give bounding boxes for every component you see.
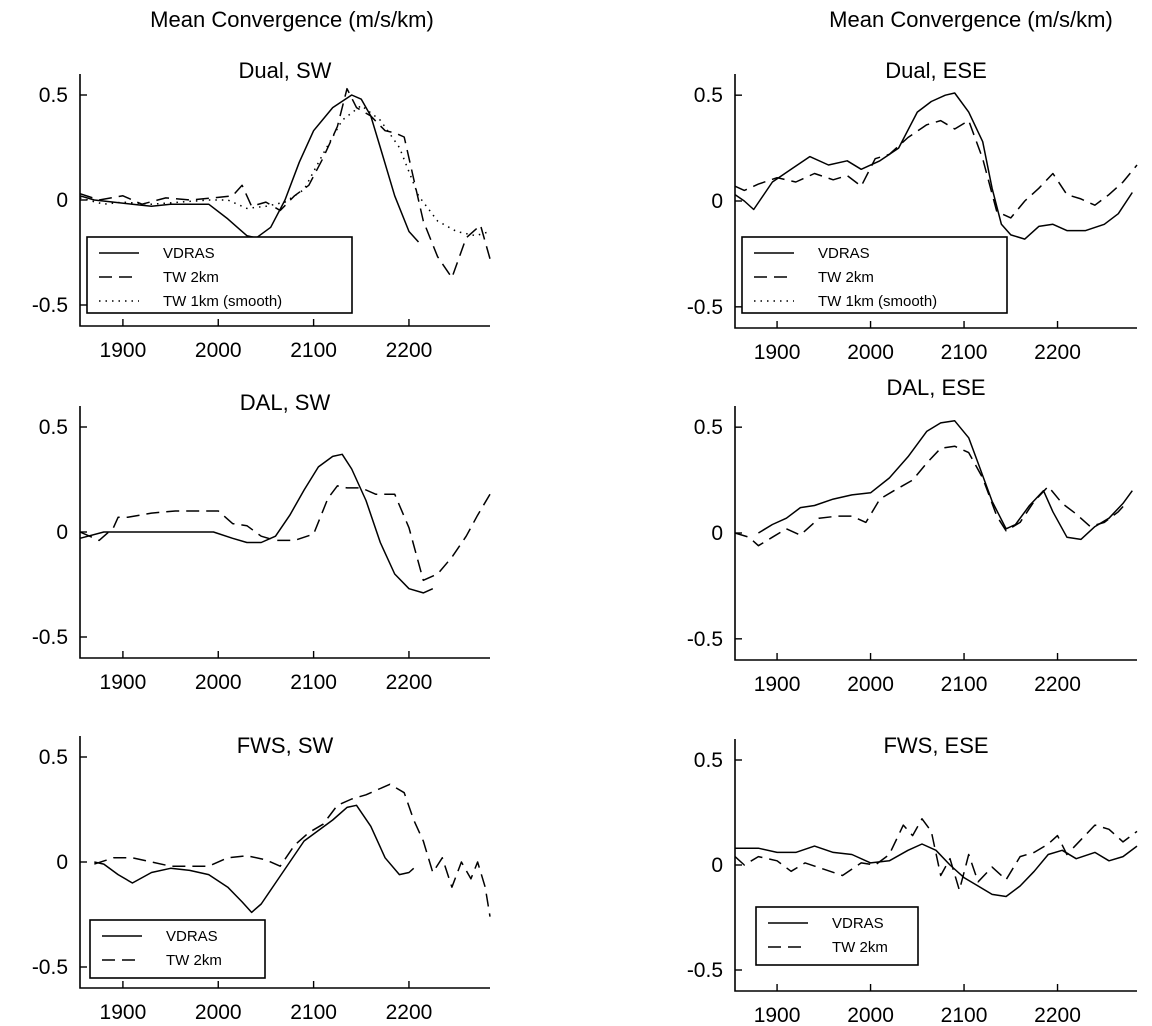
x-tick-label: 2200 bbox=[1034, 341, 1081, 364]
panel-title: Dual, ESE bbox=[885, 58, 987, 83]
legend: VDRAS TW 2km bbox=[755, 906, 919, 966]
x-tick-label: 2000 bbox=[195, 1001, 242, 1024]
y-tick-label: 0.5 bbox=[694, 416, 723, 439]
series-line bbox=[94, 783, 491, 917]
y-tick-label: 0 bbox=[711, 522, 723, 545]
panel-title: FWS, ESE bbox=[883, 733, 988, 758]
y-tick-label: -0.5 bbox=[687, 296, 723, 319]
y-tick-label: 0 bbox=[711, 854, 723, 877]
x-tick-label: 1900 bbox=[754, 1004, 801, 1026]
x-tick-label: 2000 bbox=[195, 339, 242, 362]
column-title-left: Mean Convergence (m/s/km) bbox=[150, 7, 434, 32]
legend-label: TW 2km bbox=[163, 269, 219, 286]
y-tick-label: 0.5 bbox=[39, 746, 68, 769]
series-line bbox=[94, 804, 415, 914]
x-tick-label: 2000 bbox=[847, 1004, 894, 1026]
legend: VDRAS TW 2km TW 1km (smooth) bbox=[86, 236, 353, 314]
x-tick-label: 1900 bbox=[754, 673, 801, 696]
panel-title: DAL, ESE bbox=[886, 375, 985, 400]
y-tick-label: -0.5 bbox=[32, 956, 68, 979]
x-tick-label: 1900 bbox=[100, 1001, 147, 1024]
axis-lines bbox=[734, 406, 1137, 661]
panel-title: DAL, SW bbox=[240, 390, 331, 415]
legend: VDRAS TW 2km bbox=[89, 919, 266, 979]
legend-label: TW 2km bbox=[166, 952, 222, 969]
series-line bbox=[79, 94, 420, 243]
series-line bbox=[734, 119, 1138, 219]
legend-label: TW 1km (smooth) bbox=[163, 293, 282, 310]
x-tick-label: 1900 bbox=[100, 339, 147, 362]
legend-label: VDRAS bbox=[832, 915, 884, 932]
y-tick-label: 0 bbox=[56, 521, 68, 544]
y-tick-label: -0.5 bbox=[32, 626, 68, 649]
y-tick-label: -0.5 bbox=[687, 628, 723, 651]
legend-label: TW 1km (smooth) bbox=[818, 293, 937, 310]
chart-panel: Dual, SW 0.5 0 -0.5 1900 2000 2100 2200 VDRAS TW … bbox=[32, 58, 491, 362]
y-tick-label: 0.5 bbox=[694, 84, 723, 107]
y-tick-label: 0.5 bbox=[694, 749, 723, 772]
series-line bbox=[734, 818, 1138, 891]
legend-box bbox=[741, 236, 1008, 314]
legend-label: VDRAS bbox=[818, 245, 870, 262]
x-tick-label: 2200 bbox=[1034, 1004, 1081, 1026]
legend-box bbox=[89, 919, 266, 979]
chart-panel: FWS, SW 0.5 0 -0.5 1900 2000 2100 2200 VDRAS TW 2… bbox=[32, 733, 491, 1024]
y-tick-label: 0.5 bbox=[39, 416, 68, 439]
axis-lines bbox=[79, 74, 490, 327]
x-tick-label: 2000 bbox=[195, 671, 242, 694]
x-tick-label: 1900 bbox=[754, 341, 801, 364]
y-tick-label: 0.5 bbox=[39, 84, 68, 107]
y-tick-label: 0 bbox=[56, 851, 68, 874]
series-line bbox=[79, 104, 491, 237]
x-tick-label: 1900 bbox=[100, 671, 147, 694]
legend-label: TW 2km bbox=[832, 939, 888, 956]
legend-label: VDRAS bbox=[163, 245, 215, 262]
x-tick-label: 2200 bbox=[1034, 673, 1081, 696]
legend-box bbox=[755, 906, 919, 966]
x-tick-label: 2100 bbox=[941, 341, 988, 364]
legend-label: VDRAS bbox=[166, 928, 218, 945]
legend: VDRAS TW 2km TW 1km (smooth) bbox=[741, 236, 1008, 314]
chart-panel: DAL, SW 0.5 0 -0.5 1900 2000 2100 2200 bbox=[32, 390, 491, 694]
x-tick-label: 2000 bbox=[847, 673, 894, 696]
axis-lines bbox=[734, 739, 1137, 992]
legend-label: TW 2km bbox=[818, 269, 874, 286]
series-line bbox=[734, 445, 1129, 547]
x-tick-label: 2100 bbox=[290, 671, 337, 694]
legend-box bbox=[86, 236, 353, 314]
series-line bbox=[79, 87, 491, 279]
chart-panel: Dual, ESE 0.5 0 -0.5 1900 2000 2100 2200 VDRAS TW… bbox=[687, 58, 1138, 364]
x-tick-label: 2200 bbox=[386, 671, 433, 694]
x-tick-label: 2000 bbox=[847, 341, 894, 364]
x-tick-label: 2200 bbox=[386, 339, 433, 362]
y-tick-label: 0 bbox=[711, 190, 723, 213]
series-line bbox=[758, 420, 1133, 541]
chart-panel: FWS, ESE 0.5 0 -0.5 1900 2000 2100 2200 VDRAS TW … bbox=[687, 733, 1138, 1026]
x-tick-label: 2100 bbox=[941, 673, 988, 696]
panel-title: Dual, SW bbox=[239, 58, 332, 83]
axis-lines bbox=[79, 736, 490, 989]
y-tick-label: -0.5 bbox=[32, 294, 68, 317]
axis-lines bbox=[734, 74, 1137, 329]
series-line bbox=[735, 843, 1138, 898]
series-line bbox=[79, 485, 491, 582]
y-tick-label: 0 bbox=[56, 189, 68, 212]
x-tick-label: 2100 bbox=[941, 1004, 988, 1026]
series-line bbox=[734, 92, 1133, 240]
series-line bbox=[79, 453, 434, 594]
x-tick-label: 2100 bbox=[290, 339, 337, 362]
x-tick-label: 2200 bbox=[386, 1001, 433, 1024]
y-tick-label: -0.5 bbox=[687, 959, 723, 982]
x-tick-label: 2100 bbox=[290, 1001, 337, 1024]
column-title-right: Mean Convergence (m/s/km) bbox=[829, 7, 1113, 32]
chart-panel: DAL, ESE 0.5 0 -0.5 1900 2000 2100 2200 bbox=[687, 375, 1137, 696]
axis-lines bbox=[79, 406, 490, 659]
panel-title: FWS, SW bbox=[237, 733, 334, 758]
